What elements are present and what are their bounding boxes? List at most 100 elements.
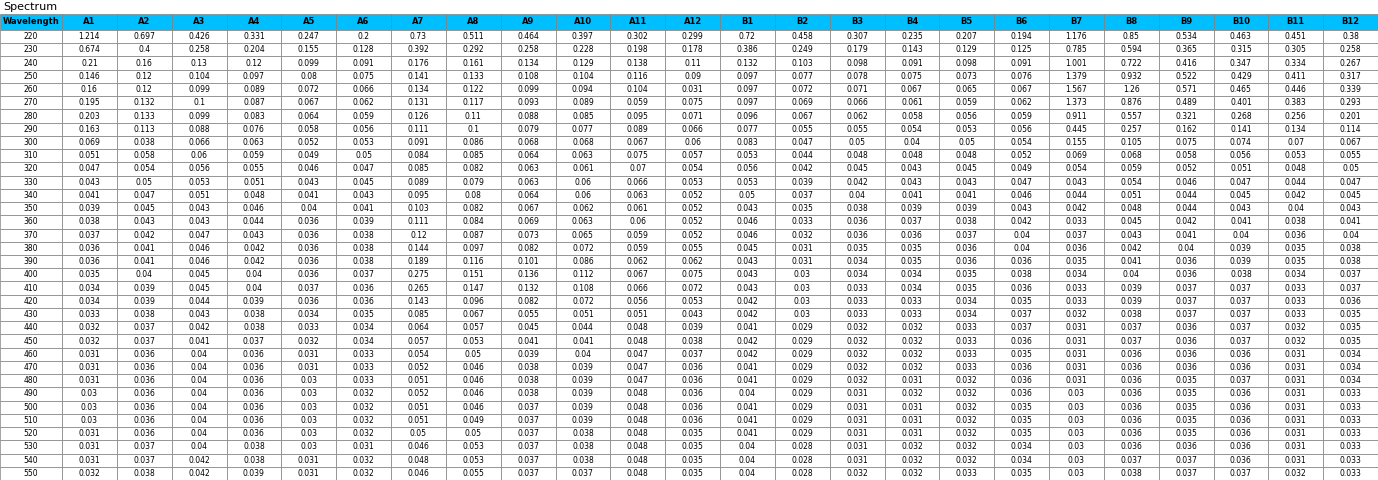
Bar [1268, 70, 1323, 83]
Bar [1104, 440, 1159, 454]
Text: 0.383: 0.383 [1284, 98, 1306, 108]
Text: 0.198: 0.198 [627, 45, 649, 54]
Text: 0.039: 0.039 [682, 324, 704, 332]
Text: 300: 300 [23, 138, 39, 147]
Text: 0.134: 0.134 [1284, 125, 1306, 134]
Text: 0.12: 0.12 [136, 72, 153, 81]
Bar [940, 281, 994, 295]
Text: 0.048: 0.048 [243, 191, 265, 200]
Text: 0.053: 0.053 [682, 178, 704, 187]
Bar [226, 96, 281, 109]
Text: B8: B8 [1126, 17, 1137, 26]
Text: 0.042: 0.042 [1120, 244, 1142, 253]
Text: B9: B9 [1180, 17, 1192, 26]
Text: 0.038: 0.038 [79, 217, 101, 227]
Bar [555, 281, 610, 295]
Text: 0.089: 0.089 [408, 178, 430, 187]
Bar [391, 440, 446, 454]
Text: 0.032: 0.032 [298, 336, 320, 346]
Bar [940, 335, 994, 348]
Text: 0.133: 0.133 [134, 111, 156, 120]
Text: 0.038: 0.038 [1339, 257, 1361, 266]
Text: 0.038: 0.038 [1284, 217, 1306, 227]
Text: 0.534: 0.534 [1175, 32, 1197, 41]
Bar [940, 268, 994, 281]
Bar [666, 83, 719, 96]
Text: 0.038: 0.038 [1339, 244, 1361, 253]
Bar [281, 83, 336, 96]
Text: 0.082: 0.082 [517, 297, 539, 306]
Bar [172, 136, 226, 149]
Bar [774, 414, 830, 427]
Text: 0.038: 0.038 [956, 217, 977, 227]
Text: 0.033: 0.033 [956, 324, 977, 332]
Text: 0.041: 0.041 [572, 336, 594, 346]
Text: 0.056: 0.056 [736, 165, 758, 173]
Text: 0.03: 0.03 [81, 416, 98, 425]
Bar [1049, 440, 1104, 454]
Bar [1104, 295, 1159, 308]
Bar [500, 401, 555, 414]
Text: 0.365: 0.365 [1175, 45, 1197, 54]
Bar [336, 242, 391, 255]
Text: 0.036: 0.036 [243, 416, 265, 425]
Bar [610, 281, 666, 295]
Bar [666, 136, 719, 149]
Text: 440: 440 [23, 324, 39, 332]
Text: 0.099: 0.099 [517, 85, 539, 94]
Text: 0.036: 0.036 [298, 231, 320, 240]
Bar [719, 414, 774, 427]
Bar [940, 228, 994, 242]
Bar [830, 136, 885, 149]
Text: 0.064: 0.064 [298, 111, 320, 120]
Bar [446, 268, 500, 281]
Bar [555, 321, 610, 335]
Text: 0.07: 0.07 [630, 165, 646, 173]
Bar [391, 401, 446, 414]
Bar [774, 96, 830, 109]
Bar [666, 414, 719, 427]
Bar [1323, 176, 1378, 189]
Text: 0.095: 0.095 [627, 111, 649, 120]
Bar [226, 242, 281, 255]
Bar [994, 70, 1049, 83]
Bar [500, 281, 555, 295]
Text: 0.031: 0.031 [901, 376, 923, 385]
Bar [172, 255, 226, 268]
Bar [1049, 321, 1104, 335]
Bar [666, 374, 719, 387]
Bar [117, 348, 172, 361]
Bar [281, 189, 336, 202]
Bar [830, 109, 885, 123]
Text: 490: 490 [23, 389, 39, 398]
Bar [1323, 162, 1378, 176]
Text: 0.035: 0.035 [1010, 469, 1032, 478]
Bar [1049, 189, 1104, 202]
Bar [1049, 467, 1104, 480]
Bar [610, 335, 666, 348]
Bar [1323, 149, 1378, 162]
Bar [1323, 295, 1378, 308]
Text: 0.042: 0.042 [791, 165, 813, 173]
Text: 0.037: 0.037 [1175, 310, 1197, 319]
Bar [1268, 30, 1323, 43]
Bar [1214, 401, 1268, 414]
Text: 0.045: 0.045 [956, 165, 977, 173]
Bar [446, 454, 500, 467]
Text: 0.03: 0.03 [1068, 443, 1084, 451]
Bar [446, 401, 500, 414]
Text: 0.073: 0.073 [517, 231, 539, 240]
Text: 0.031: 0.031 [298, 363, 320, 372]
Text: 0.032: 0.032 [901, 350, 923, 359]
Text: 0.045: 0.045 [1231, 191, 1251, 200]
Bar [1049, 361, 1104, 374]
Text: 0.035: 0.035 [1010, 403, 1032, 412]
Text: 0.032: 0.032 [901, 336, 923, 346]
Bar [1268, 109, 1323, 123]
Bar [391, 228, 446, 242]
Text: 0.055: 0.055 [517, 310, 539, 319]
Bar [610, 454, 666, 467]
Bar [226, 30, 281, 43]
Bar [117, 70, 172, 83]
Text: 220: 220 [23, 32, 39, 41]
